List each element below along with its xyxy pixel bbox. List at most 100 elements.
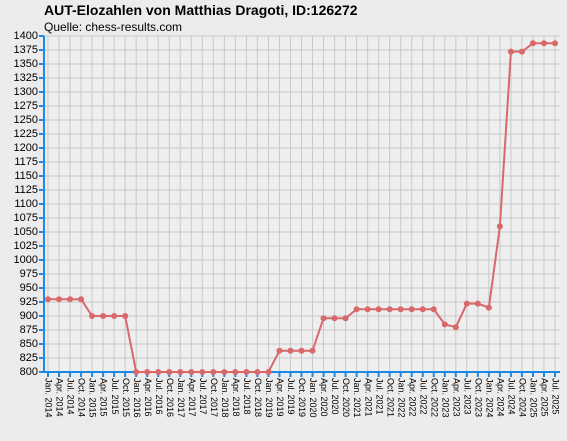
marker (375, 306, 382, 313)
y-tick-label: 1100 (14, 198, 38, 210)
y-tick-label: 1150 (14, 170, 38, 182)
marker (463, 300, 470, 307)
marker (78, 296, 85, 303)
marker (518, 48, 525, 55)
y-tick-label: 1225 (14, 128, 38, 140)
x-tick-label: Apr. 2024 (496, 378, 506, 417)
y-tick-label: 1075 (14, 212, 38, 224)
marker (144, 369, 151, 375)
x-tick-label: Jan. 2025 (529, 378, 539, 418)
x-tick-label: Jul. 2018 (242, 378, 252, 415)
marker (397, 306, 404, 313)
x-tick-label: Apr. 2019 (275, 378, 285, 417)
y-tick-label: 1175 (14, 156, 38, 168)
x-tick-label: Jul. 2020 (330, 378, 340, 415)
marker (353, 306, 360, 313)
y-tick-label: 1250 (14, 114, 38, 126)
y-tick-label: 1325 (14, 72, 38, 84)
x-tick-label: Jan. 2020 (308, 378, 318, 418)
x-tick-label: Oct. 2015 (121, 378, 131, 417)
x-tick-label: Jul. 2019 (286, 378, 296, 415)
x-tick-label: Jan. 2016 (132, 378, 142, 418)
x-tick-label: Jan. 2014 (44, 378, 54, 418)
marker (133, 369, 140, 375)
x-tick-label: Apr. 2018 (231, 378, 241, 417)
marker (552, 40, 558, 47)
y-tick-label: 1200 (14, 142, 38, 154)
x-tick-label: Jan. 2022 (396, 378, 406, 418)
marker (287, 347, 294, 354)
x-tick-label: Apr. 2014 (55, 378, 65, 417)
x-tick-label: Jul. 2014 (66, 378, 76, 415)
x-tick-label: Apr. 2023 (451, 378, 461, 417)
y-tick-label: 1050 (14, 226, 38, 238)
x-tick-label: Oct. 2014 (77, 378, 87, 417)
marker (199, 369, 206, 375)
marker (331, 315, 338, 322)
marker (254, 369, 261, 375)
y-tick-label: 1300 (14, 86, 38, 98)
chart-subtitle: Quelle: chess-results.com (44, 20, 182, 34)
x-tick-label: Apr. 2021 (363, 378, 373, 417)
x-tick-label: Oct. 2018 (253, 378, 263, 417)
y-tick-label: 1275 (14, 100, 38, 112)
y-tick-label: 975 (20, 268, 38, 280)
marker (232, 369, 239, 375)
marker (155, 369, 162, 375)
x-tick-label: Oct. 2021 (385, 378, 395, 417)
x-tick-label: Oct. 2017 (209, 378, 219, 417)
marker (485, 304, 492, 311)
marker (320, 315, 327, 322)
x-tick-label: Jul. 2021 (374, 378, 384, 415)
y-tick-label: 1125 (14, 184, 38, 196)
y-tick-label: 1025 (14, 240, 38, 252)
x-tick-label: Jan. 2023 (440, 378, 450, 418)
x-tick-label: Apr. 2016 (143, 378, 153, 417)
y-tick-label: 900 (20, 310, 38, 322)
x-tick-label: Jan. 2019 (264, 378, 274, 418)
marker (221, 369, 228, 375)
marker (122, 313, 129, 319)
marker (507, 48, 514, 55)
marker (188, 369, 195, 375)
x-tick-label: Apr. 2025 (540, 378, 550, 417)
marker (210, 369, 217, 375)
y-tick-label: 1000 (14, 254, 38, 266)
x-tick-label: Oct. 2023 (473, 378, 483, 417)
y-tick-label: 800 (20, 366, 38, 378)
x-tick-label: Jul. 2025 (551, 378, 561, 415)
x-tick-label: Jul. 2017 (198, 378, 208, 415)
marker (67, 296, 74, 303)
x-tick-label: Apr. 2017 (187, 378, 197, 417)
y-tick-label: 925 (20, 296, 38, 308)
x-tick-label: Jan. 2024 (484, 378, 494, 418)
x-tick-label: Oct. 2020 (341, 378, 351, 417)
marker (243, 369, 250, 375)
marker (474, 300, 481, 307)
marker (419, 306, 426, 313)
marker (100, 313, 107, 319)
x-tick-label: Jul. 2023 (462, 378, 472, 415)
y-tick-label: 1350 (14, 58, 38, 70)
x-tick-label: Oct. 2019 (297, 378, 307, 417)
y-tick-label: 850 (20, 338, 38, 350)
marker (408, 306, 415, 313)
marker (364, 306, 371, 313)
marker (45, 296, 51, 303)
x-tick-label: Jul. 2022 (418, 378, 428, 415)
x-tick-label: Apr. 2020 (319, 378, 329, 417)
x-tick-label: Jan. 2017 (176, 378, 186, 418)
marker (89, 313, 96, 319)
x-tick-label: Jan. 2015 (88, 378, 98, 418)
marker (265, 369, 272, 375)
x-tick-label: Jan. 2018 (220, 378, 230, 418)
marker (166, 369, 173, 375)
x-tick-label: Jul. 2016 (154, 378, 164, 415)
x-tick-label: Apr. 2022 (407, 378, 417, 417)
marker (342, 315, 349, 322)
x-tick-label: Oct. 2022 (429, 378, 439, 417)
x-tick-label: Apr. 2015 (99, 378, 109, 417)
x-tick-label: Oct. 2024 (518, 378, 528, 417)
x-tick-label: Jul. 2015 (110, 378, 120, 415)
x-tick-label: Jul. 2024 (507, 378, 517, 415)
